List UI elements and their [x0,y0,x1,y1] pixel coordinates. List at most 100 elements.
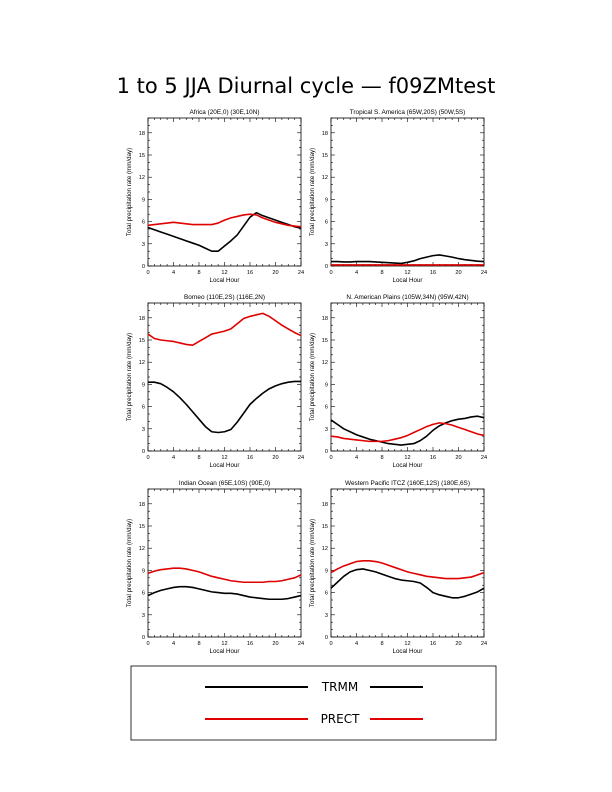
x-tick-label: 0 [329,641,332,647]
y-tick-label: 3 [142,427,145,433]
panel-grid: Africa (20E,0) (30E,10N) 0 4 8 12 16 20 24 0 3 6 9 1… [126,109,487,655]
x-tick-label: 16 [430,455,436,461]
x-tick-label: 0 [329,455,332,461]
panel-1: Tropical S. America (65W,20S) (50W,5S) 0 4… [309,109,487,284]
y-tick-label: 6 [142,220,145,226]
y-tick-label: 0 [142,635,145,641]
x-axis-label: Local Hour [393,277,423,284]
y-tick-label: 0 [142,264,145,270]
x-axis-label: Local Hour [393,462,423,469]
x-tick-label: 20 [455,455,461,461]
legend-box [130,665,497,741]
y-tick-label: 0 [142,449,145,455]
y-tick-label: 0 [325,635,328,641]
y-tick-label: 3 [142,613,145,619]
legend-trmm-label: TRMM [321,680,358,694]
figure-title: 1 to 5 JJA Diurnal cycle — f09ZMtest [117,74,496,98]
panel-2: Borneo (110E,2S) (116E,2N) 0 4 8 12 16 20 24 0 3 6… [126,294,304,469]
x-tick-label: 8 [380,270,383,276]
y-tick-label: 18 [139,131,145,137]
x-tick-label: 4 [355,270,358,276]
panel-title: Indian Ocean (65E,10S) (90E,0) [179,480,270,487]
x-tick-label: 0 [329,270,332,276]
x-tick-label: 12 [221,641,227,647]
panel-title: Africa (20E,0) (30E,10N) [190,109,260,116]
y-axis-label: Total precipitation rate (mm/day) [126,519,133,607]
series-line-trmm [330,568,485,599]
x-tick-label: 24 [298,455,304,461]
x-tick-label: 24 [481,455,487,461]
series-line-prect [330,559,485,580]
series-line-trmm [147,585,302,601]
y-tick-label: 6 [142,591,145,597]
series-line-trmm [331,254,485,265]
panel-3: N. American Plains (105W,34N) (95W,42N) 0… [309,294,487,469]
x-tick-label: 16 [247,455,253,461]
series-line-trmm [330,415,485,446]
plot-frame [147,488,302,638]
y-tick-label: 9 [142,382,145,388]
panel-5: Western Pacific ITCZ (160E,12S) (180E,6S… [309,480,487,655]
x-tick-label: 16 [247,641,253,647]
y-tick-label: 15 [139,153,145,159]
y-tick-label: 0 [325,264,328,270]
y-tick-label: 12 [322,360,328,366]
y-tick-label: 3 [325,427,328,433]
y-tick-label: 9 [142,568,145,574]
x-tick-label: 12 [404,455,410,461]
y-tick-label: 0 [325,449,328,455]
x-tick-label: 16 [247,270,253,276]
x-tick-label: 8 [380,455,383,461]
x-tick-label: 8 [380,641,383,647]
legend-prect-label: PRECT [321,712,361,726]
legend: TRMM PRECT [130,665,497,741]
x-tick-label: 8 [197,270,200,276]
x-tick-label: 4 [355,641,358,647]
x-tick-label: 20 [455,641,461,647]
y-tick-label: 18 [322,131,328,137]
y-tick-label: 15 [322,338,328,344]
y-axis-label: Total precipitation rate (mm/day) [309,333,316,421]
x-tick-label: 12 [221,455,227,461]
series-line-prect [147,213,302,228]
panel-title: N. American Plains (105W,34N) (95W,42N) [346,294,468,301]
panel-title: Borneo (110E,2S) (116E,2N) [184,294,265,301]
y-tick-label: 15 [139,524,145,530]
x-tick-label: 0 [146,270,149,276]
x-tick-label: 12 [404,270,410,276]
x-tick-label: 24 [481,641,487,647]
y-tick-label: 3 [325,613,328,619]
x-axis-label: Local Hour [210,648,240,655]
y-tick-label: 12 [139,175,145,181]
y-tick-label: 3 [142,242,145,248]
x-tick-label: 4 [172,270,175,276]
x-axis-label: Local Hour [393,648,423,655]
y-axis-label: Total precipitation rate (mm/day) [126,148,133,236]
y-tick-label: 6 [325,405,328,411]
x-tick-label: 8 [197,641,200,647]
series-line-trmm [147,211,302,252]
panel-title: Western Pacific ITCZ (160E,12S) (180E,6S… [345,480,470,487]
panel-title: Tropical S. America (65W,20S) (50W,5S) [350,109,466,116]
panel-4: Indian Ocean (65E,10S) (90E,0) 0 4 8 12 16 20 2… [126,480,304,655]
y-tick-label: 12 [139,360,145,366]
x-tick-label: 20 [455,270,461,276]
plot-frame [147,302,302,452]
y-tick-label: 15 [139,338,145,344]
y-tick-label: 18 [322,316,328,322]
plot-frame [330,117,485,267]
x-tick-label: 20 [272,455,278,461]
x-axis-label: Local Hour [210,277,240,284]
series-line-prect [147,567,302,584]
y-tick-label: 12 [322,546,328,552]
x-tick-label: 4 [172,455,175,461]
y-tick-label: 9 [142,197,145,203]
y-tick-label: 15 [322,524,328,530]
series-line-prect [330,422,485,443]
y-tick-label: 9 [325,568,328,574]
y-tick-label: 3 [325,242,328,248]
x-tick-label: 12 [404,641,410,647]
y-tick-label: 9 [325,197,328,203]
y-tick-label: 18 [322,502,328,508]
